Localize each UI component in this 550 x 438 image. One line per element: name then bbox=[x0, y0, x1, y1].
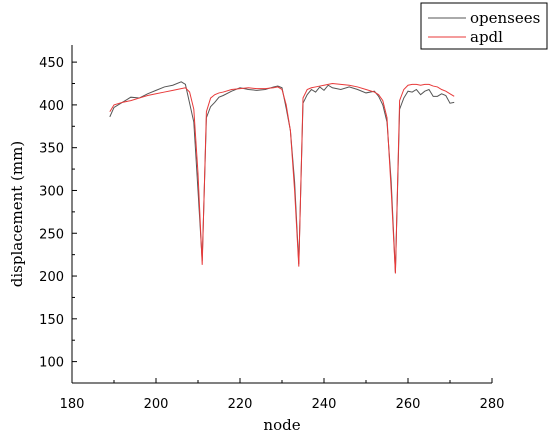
y-tick-label: 400 bbox=[39, 99, 64, 114]
y-tick-label: 450 bbox=[39, 56, 64, 71]
x-tick-label: 200 bbox=[144, 397, 169, 412]
x-tick-label: 180 bbox=[60, 397, 85, 412]
y-tick-label: 150 bbox=[39, 313, 64, 328]
y-tick-label: 350 bbox=[39, 142, 64, 157]
legend: opensees apdl bbox=[420, 2, 548, 50]
x-tick-label: 240 bbox=[312, 397, 337, 412]
x-tick-label: 280 bbox=[480, 397, 505, 412]
legend-label-apdl: apdl bbox=[470, 28, 503, 46]
x-axis-title: node bbox=[263, 416, 300, 434]
x-tick-label: 260 bbox=[396, 397, 421, 412]
legend-box bbox=[420, 2, 548, 50]
x-tick-label: 220 bbox=[228, 397, 253, 412]
y-tick-label: 100 bbox=[39, 356, 64, 371]
y-tick-label: 250 bbox=[39, 227, 64, 242]
series-line-apdl bbox=[109, 83, 455, 274]
legend-label-opensees: opensees bbox=[470, 9, 540, 27]
series-layer bbox=[109, 81, 455, 274]
y-axis-title: displacement (mm) bbox=[8, 141, 26, 287]
series-line-opensees bbox=[109, 81, 455, 273]
x-ticks: 180 200 220 240 260 280 bbox=[60, 378, 505, 412]
y-tick-label: 200 bbox=[39, 270, 64, 285]
y-ticks: 100 150 200 250 300 350 400 450 bbox=[39, 56, 77, 384]
plot-area: 180 200 220 240 260 280 100 150 200 250 300 350 400… bbox=[39, 45, 504, 412]
y-tick-label: 300 bbox=[39, 184, 64, 199]
